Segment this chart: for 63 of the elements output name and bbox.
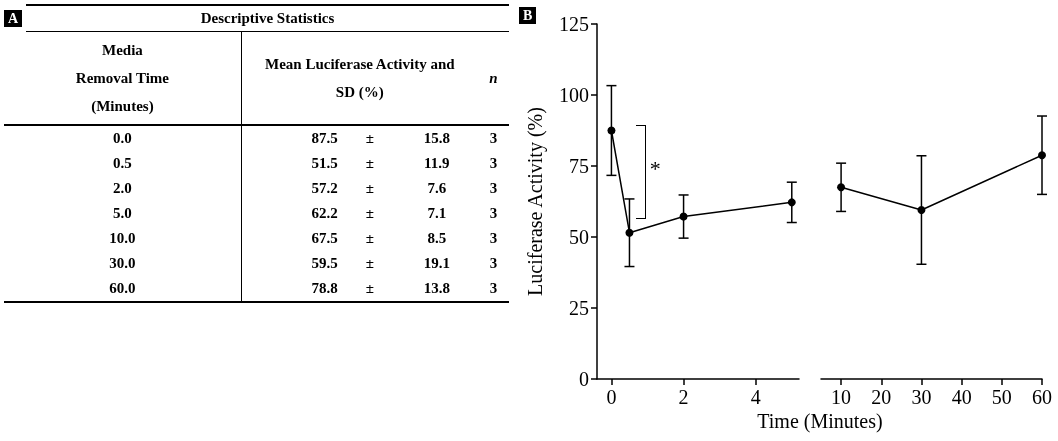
- data-label: 3: [488, 279, 499, 298]
- point: [787, 198, 796, 207]
- x-tick-label: 4: [750, 386, 761, 408]
- text: Media Removal Time (Minutes): [74, 41, 170, 116]
- y-tick-label: 100: [559, 84, 589, 106]
- text: Mean Luciferase Activity and SD (%): [264, 55, 455, 102]
- x-tick-label: 0: [606, 386, 617, 408]
- data-label: 67.5: [310, 229, 339, 248]
- y-tick-label: 0: [579, 368, 589, 390]
- category-label: 5.0: [4, 201, 242, 226]
- x-tick-label: 2: [678, 386, 689, 408]
- data-label: 57.2: [310, 179, 339, 198]
- data-label: 3: [488, 229, 499, 248]
- y-tick-label: 50: [569, 226, 589, 248]
- data-label: 59.5: [310, 254, 339, 273]
- data-label: 51.5: [310, 154, 339, 173]
- category-label: 30.0: [4, 251, 242, 276]
- annotation: *: [649, 155, 661, 182]
- x-tick-label: 10: [831, 386, 852, 408]
- category-label: 60.0: [4, 276, 242, 302]
- x-tick-label: 20: [871, 386, 892, 408]
- y-tick-label: 25: [569, 297, 589, 319]
- x-tick-label: 40: [951, 386, 972, 408]
- data-label: 13.8: [422, 279, 451, 298]
- text: ±: [365, 230, 374, 246]
- text: n: [488, 68, 499, 88]
- point: [679, 212, 688, 221]
- y-tick-label: 125: [559, 13, 589, 35]
- data-label: 8.5: [426, 229, 448, 248]
- x-axis-title: Time (Minutes): [756, 410, 884, 433]
- text: ±: [365, 205, 374, 221]
- text: A: [4, 9, 23, 27]
- text: ±: [365, 255, 374, 271]
- data-label: 15.8: [422, 129, 451, 148]
- data-label: 11.9: [423, 154, 451, 173]
- point: [625, 228, 634, 237]
- point: [607, 126, 616, 135]
- y-axis-title: Luciferase Activity (%): [524, 107, 547, 296]
- data-label: 87.5: [310, 129, 339, 148]
- category-label: 0.5: [4, 151, 242, 176]
- category-label: 2.0: [4, 176, 242, 201]
- data-label: 7.6: [426, 179, 448, 198]
- data-label: 7.1: [426, 204, 448, 223]
- category-label: 10.0: [4, 226, 242, 251]
- data-label: 3: [488, 254, 499, 273]
- data-label: 3: [488, 129, 499, 148]
- text: ±: [365, 280, 374, 296]
- data-label: 3: [488, 204, 499, 223]
- data-label: 3: [488, 154, 499, 173]
- category-label: 0.0: [4, 125, 242, 151]
- text: B: [519, 7, 537, 24]
- text: Descriptive Statistics: [26, 5, 509, 32]
- x-tick-label: 30: [911, 386, 932, 408]
- x-tick-label: 60: [1032, 386, 1052, 408]
- y-tick-label: 75: [569, 155, 589, 177]
- data-label: 19.1: [422, 254, 451, 273]
- text: ±: [365, 155, 374, 171]
- text: ±: [364, 129, 375, 148]
- text: ±: [365, 180, 374, 196]
- data-label: 62.2: [310, 204, 339, 223]
- data-label: 3: [488, 179, 499, 198]
- data-label: 78.8: [310, 279, 339, 298]
- x-tick-label: 50: [991, 386, 1012, 408]
